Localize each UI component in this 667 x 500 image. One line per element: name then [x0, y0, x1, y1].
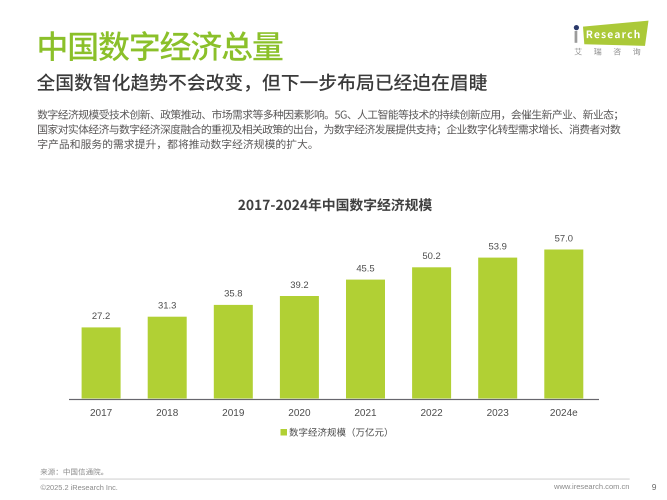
- svg-text:50.2: 50.2: [422, 251, 440, 262]
- svg-text:2024e: 2024e: [550, 408, 578, 419]
- svg-text:57.0: 57.0: [555, 233, 573, 244]
- svg-text:©2025.2 iResearch Inc.: ©2025.2 iResearch Inc.: [41, 483, 118, 492]
- svg-text:2022: 2022: [420, 408, 443, 419]
- svg-text:9: 9: [652, 482, 657, 492]
- svg-text:39.2: 39.2: [290, 280, 308, 291]
- svg-text:27.2: 27.2: [92, 311, 110, 322]
- svg-text:2019: 2019: [222, 408, 245, 419]
- svg-text:53.9: 53.9: [489, 241, 507, 252]
- svg-text:35.8: 35.8: [224, 289, 242, 300]
- svg-text:31.3: 31.3: [158, 301, 176, 312]
- svg-text:2023: 2023: [487, 408, 510, 419]
- svg-text:2020: 2020: [288, 408, 311, 419]
- svg-text:2017: 2017: [90, 408, 113, 419]
- svg-text:www.iresearch.com.cn: www.iresearch.com.cn: [553, 482, 630, 491]
- svg-text:2021: 2021: [354, 408, 377, 419]
- svg-text:45.5: 45.5: [356, 263, 374, 274]
- svg-text:2018: 2018: [156, 408, 179, 419]
